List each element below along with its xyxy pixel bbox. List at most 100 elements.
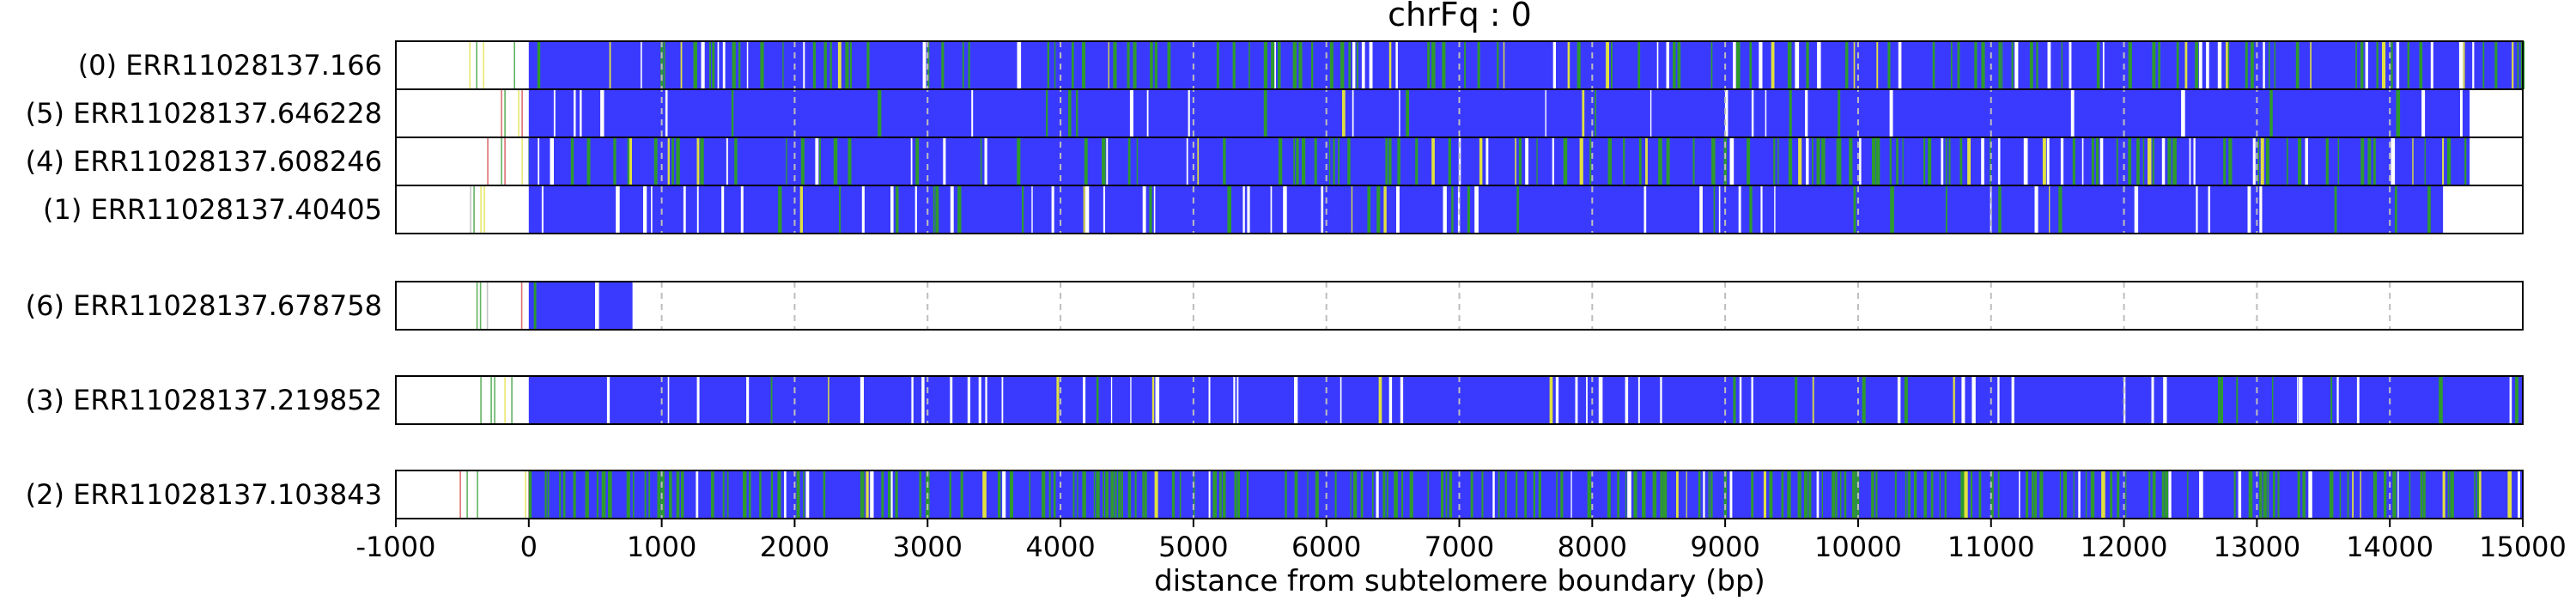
stripe [1515, 137, 1516, 185]
stripe [770, 470, 774, 519]
stripe [1481, 470, 1484, 519]
stripe [1795, 41, 1800, 89]
stripe [2189, 137, 2191, 185]
stripe [1738, 185, 1741, 234]
stripe [528, 470, 532, 519]
stripe [1076, 89, 1078, 137]
stripe [1533, 470, 1535, 519]
stripe [2286, 137, 2288, 185]
stripe [2447, 470, 2450, 519]
stripe [1154, 41, 1157, 89]
stripe [933, 185, 935, 234]
stripe [596, 470, 598, 519]
stripe [968, 41, 970, 89]
stripe [1711, 137, 1716, 185]
stripe [2407, 41, 2409, 89]
stripe [805, 470, 810, 519]
stripe [2365, 41, 2368, 89]
stripe [2274, 41, 2275, 89]
stripe [1051, 185, 1054, 234]
stripe [1953, 376, 1955, 424]
stripe [1781, 470, 1784, 519]
stripe [2251, 41, 2254, 89]
stripe [1805, 89, 1808, 137]
stripe [1278, 137, 1283, 185]
stripe [580, 89, 582, 137]
stripe [1133, 41, 1137, 89]
stripe [803, 470, 805, 519]
read-body [528, 89, 2470, 137]
stripe [2420, 470, 2423, 519]
stripe [1751, 470, 1754, 519]
stripe [1149, 185, 1152, 234]
stripe [1441, 470, 1444, 519]
stripe [823, 470, 826, 519]
stripe [1110, 376, 1113, 424]
stripe [717, 41, 720, 89]
stripe [1247, 185, 1250, 234]
stripe [1577, 41, 1581, 89]
stripe [1723, 137, 1727, 185]
stripe [2439, 376, 2443, 424]
stripe [1216, 41, 1219, 89]
stripe [2181, 89, 2185, 137]
stripe [1127, 470, 1132, 519]
stripe [2460, 89, 2463, 137]
stripe [1633, 470, 1637, 519]
stripe [606, 376, 611, 424]
stripe [1338, 137, 1340, 185]
stripe [550, 137, 554, 185]
stripe [709, 41, 711, 89]
stripe [1913, 470, 1917, 519]
stripe [1637, 376, 1640, 424]
stripe [743, 470, 747, 519]
stripe [1096, 376, 1099, 424]
stripe [895, 470, 898, 519]
stripe [1967, 137, 1971, 185]
stripe [1733, 376, 1736, 424]
stripe [1997, 137, 2001, 185]
stripe [1009, 470, 1013, 519]
stripe [922, 41, 927, 89]
stripe [1586, 376, 1588, 424]
stripe [985, 376, 987, 424]
stripe [2072, 137, 2075, 185]
stripe [2187, 470, 2189, 519]
stripe [1212, 470, 1217, 519]
stripe [890, 185, 894, 234]
stripe [1017, 41, 1022, 89]
stripe [2049, 185, 2050, 234]
stripe [1660, 376, 1662, 424]
stripe [1127, 41, 1130, 89]
stripe [1401, 470, 1404, 519]
read-label: (0) ERR11028137.166 [78, 49, 382, 82]
stripe [2355, 41, 2357, 89]
stripe [1981, 137, 1984, 185]
stripe [2421, 89, 2426, 137]
stripe [2458, 41, 2464, 89]
stripe [1448, 137, 1451, 185]
stripe [627, 137, 629, 185]
stripe [1666, 137, 1670, 185]
stripe [2046, 137, 2050, 185]
stripe [726, 137, 728, 185]
stripe [1315, 470, 1319, 519]
stripe [2034, 185, 2038, 234]
stripe [1699, 185, 1703, 234]
stripe [2061, 41, 2063, 89]
stripe [1981, 41, 1985, 89]
stripe [2026, 470, 2029, 519]
stripe [1907, 470, 1911, 519]
stripe [833, 137, 838, 185]
read-label: (2) ERR11028137.103843 [26, 478, 382, 511]
stripe [1271, 41, 1274, 89]
stripe [2427, 185, 2431, 234]
stripe [1898, 41, 1902, 89]
stripe [1849, 137, 1853, 185]
stripe [949, 470, 951, 519]
stripe [1538, 470, 1541, 519]
stripe [2310, 41, 2312, 89]
stripe [626, 470, 630, 519]
stripe [660, 470, 665, 519]
stripe [2507, 470, 2512, 519]
